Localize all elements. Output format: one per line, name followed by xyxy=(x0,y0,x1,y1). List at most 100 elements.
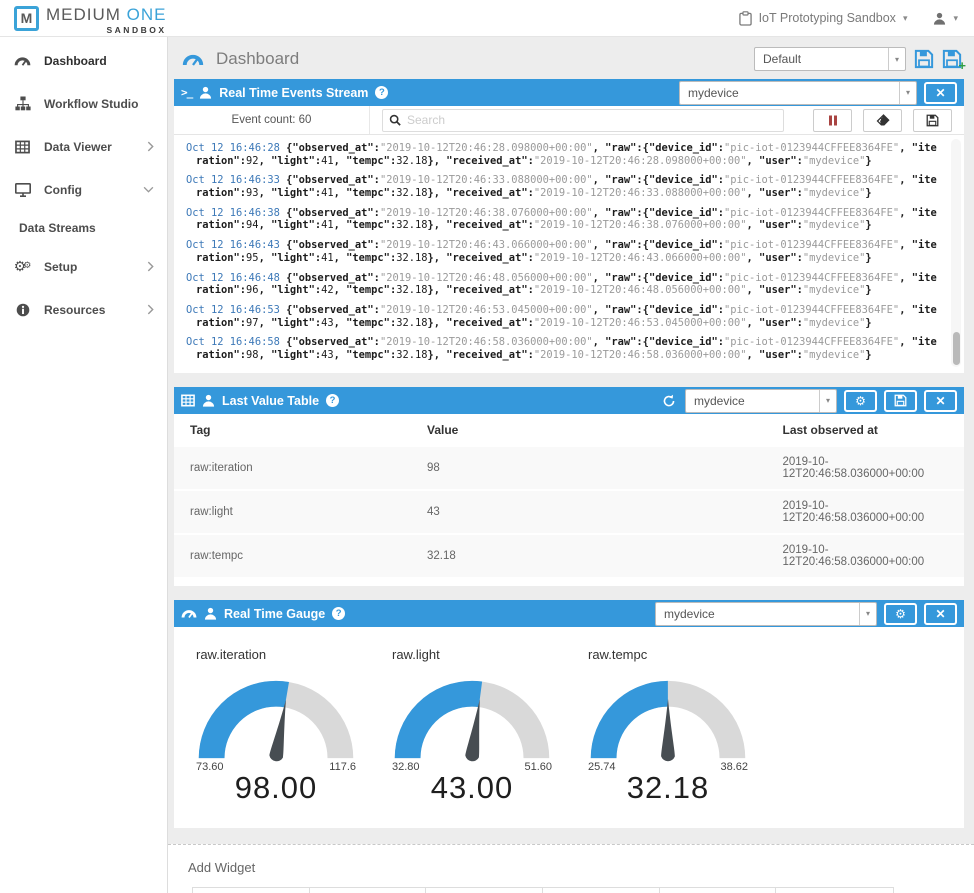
column-header: Tag xyxy=(190,423,211,437)
log-entry: Oct 12 16:46:38 {"observed_at":"2019-10-… xyxy=(186,206,937,232)
sidebar-item-data-viewer[interactable]: Data Viewer xyxy=(0,125,167,168)
table-row: raw:light 43 2019-10-12T20:46:58.036000+00… xyxy=(174,489,964,534)
table-icon xyxy=(13,140,32,154)
log-entry: Oct 12 16:46:33 {"observed_at":"2019-10-… xyxy=(186,174,937,200)
gauge-max: 51.60 xyxy=(524,761,552,773)
last-value-header: Last Value Table ? mydevice ▾ ⚙ ✕ xyxy=(174,387,964,414)
search-input[interactable] xyxy=(407,113,777,127)
last-observed-cell: 2019-10-12T20:46:58.036000+00:00 xyxy=(766,489,964,534)
sidebar-item-config[interactable]: Config xyxy=(0,168,167,211)
refresh-icon[interactable] xyxy=(662,394,676,408)
gauge-device-select[interactable]: mydevice ▾ xyxy=(655,601,877,626)
add-widget-section: Add Widget Grouped UsersLine ChartGroupe… xyxy=(168,844,974,893)
sidebar-item-setup[interactable]: ⚙ ⚙ Setup xyxy=(0,245,167,288)
logo-medium: MEDIUM xyxy=(46,4,127,24)
sidebar-item-dashboard[interactable]: Dashboard xyxy=(0,39,167,82)
close-panel-button[interactable]: ✕ xyxy=(924,602,957,625)
help-icon[interactable]: ? xyxy=(326,394,340,407)
last-value-device-select[interactable]: mydevice ▾ xyxy=(685,388,837,413)
page-title: Dashboard xyxy=(216,49,300,68)
dashboard-preset-select[interactable]: Default ▾ xyxy=(754,47,906,71)
widget-tile-grouped-users-line-chart[interactable]: Grouped UsersLine Chart xyxy=(193,888,310,893)
log-entry: Oct 12 16:46:43 {"observed_at":"2019-10-… xyxy=(186,239,937,264)
chevron-down-icon: ▾ xyxy=(888,48,905,70)
last-observed-cell: 2019-10-12T20:46:58.036000+00:00 xyxy=(766,533,964,577)
workspace-selector[interactable]: IoT Prototyping Sandbox ▾ xyxy=(738,10,908,26)
panel-title: Last Value Table xyxy=(222,393,320,408)
logo-m-icon: M xyxy=(14,5,39,31)
chevron-down-icon: ▾ xyxy=(902,12,908,23)
gauge-panel: Real Time Gauge ? mydevice ▾ ⚙ ✕ raw.ite… xyxy=(174,600,964,828)
terminal-icon: >_ xyxy=(181,86,193,99)
event-count: Event count: 60 xyxy=(174,106,370,134)
panel-title: Real Time Events Stream xyxy=(219,85,369,100)
close-panel-button[interactable]: ✕ xyxy=(924,389,957,412)
sidebar-item-workflow-studio[interactable]: Workflow Studio xyxy=(0,82,167,125)
sidebar: Dashboard Workflow Studio Data Viewer Confi… xyxy=(0,37,168,893)
widget-tile-grouped-users-geopoint-chart[interactable]: Grouped UsersGeoPoint Chart xyxy=(543,888,660,893)
events-search xyxy=(382,108,784,132)
save-stream-button[interactable] xyxy=(913,108,952,132)
last-value-table: Tag Value Last observed at raw:iteration 98… xyxy=(174,414,964,577)
chevron-right-icon xyxy=(147,304,154,315)
gauge-value: 98.00 xyxy=(234,770,318,805)
widget-tile-single-user-line-chart[interactable]: Single UserLine Chart xyxy=(660,888,777,893)
table-row: raw:iteration 98 2019-10-12T20:46:58.03600… xyxy=(174,445,964,490)
help-icon[interactable]: ? xyxy=(332,607,346,620)
user-menu[interactable]: ▾ xyxy=(933,12,958,25)
help-icon[interactable]: ? xyxy=(375,86,389,99)
save-icon xyxy=(894,394,907,407)
medium-one-logo: M MEDIUM ONE SANDBOX xyxy=(14,2,167,35)
gauge-value: 43.00 xyxy=(430,770,514,805)
gauge-body: raw.iteration 73.60 117.6 98.00 raw.light 32.… xyxy=(174,627,964,828)
sidebar-item-label: Resources xyxy=(44,302,106,317)
chevron-down-icon: ▾ xyxy=(899,81,916,104)
user-icon xyxy=(202,394,215,407)
sidebar-item-label: Setup xyxy=(44,259,78,274)
page-header: Dashboard Default ▾ + xyxy=(174,37,966,79)
topbar-right: IoT Prototyping Sandbox ▾ ▾ xyxy=(738,10,958,26)
close-panel-button[interactable]: ✕ xyxy=(924,81,957,104)
scrollbar-thumb[interactable] xyxy=(952,332,960,365)
pause-icon xyxy=(828,115,837,125)
sidebar-item-data-streams[interactable]: Data Streams xyxy=(0,211,167,245)
gauge-label: raw.tempc xyxy=(588,647,648,662)
pause-stream-button[interactable] xyxy=(813,108,852,132)
settings-button[interactable]: ⚙ xyxy=(884,602,917,625)
settings-button[interactable]: ⚙ xyxy=(844,389,877,412)
panel-title: Real Time Gauge xyxy=(224,606,326,621)
save-dashboard-button[interactable] xyxy=(914,49,934,69)
events-device-select[interactable]: mydevice ▾ xyxy=(679,80,917,105)
topbar: M MEDIUM ONE SANDBOX IoT Prototyping San… xyxy=(0,0,974,37)
tag-cell: raw:light xyxy=(174,489,411,534)
log-entry: Oct 12 16:46:48 {"observed_at":"2019-10-… xyxy=(186,271,937,297)
user-icon xyxy=(204,607,217,620)
save-as-new-dashboard-button[interactable]: + xyxy=(942,49,966,73)
widget-tile-grouped-users-pie-chart[interactable]: Grouped UsersPie Chart xyxy=(310,888,427,893)
gauge-header: Real Time Gauge ? mydevice ▾ ⚙ ✕ xyxy=(174,600,964,627)
gauge-raw-iteration: raw.iteration 73.60 117.6 98.00 xyxy=(190,645,386,806)
chevron-right-icon xyxy=(147,261,154,272)
eraser-icon xyxy=(876,114,890,126)
events-log: Oct 12 16:46:28 {"observed_at":"2019-10-… xyxy=(174,135,964,373)
info-icon xyxy=(13,303,32,317)
widget-tile-single-user-cross-filter-chart[interactable]: Single UserCross Filter Chart xyxy=(776,888,893,893)
clipboard-icon xyxy=(738,10,752,26)
clear-stream-button[interactable] xyxy=(863,108,902,132)
workspace-label: IoT Prototyping Sandbox xyxy=(758,11,896,25)
gauge-raw-tempc: raw.tempc 25.74 38.62 32.18 xyxy=(582,645,778,806)
events-scrollbar[interactable] xyxy=(951,139,961,367)
column-header: Last observed at xyxy=(782,423,878,437)
gauge-raw-light: raw.light 32.80 51.60 43.00 xyxy=(386,645,582,806)
save-widget-button[interactable] xyxy=(884,389,917,412)
sidebar-item-resources[interactable]: Resources xyxy=(0,288,167,331)
widget-tile-grouped-users-bar-chart[interactable]: Grouped UsersBar Chart xyxy=(426,888,544,893)
gauge-dial xyxy=(590,680,746,762)
sidebar-item-label: Data Viewer xyxy=(44,139,112,154)
user-icon xyxy=(199,86,212,99)
value-cell: 32.18 xyxy=(411,533,767,577)
table-icon xyxy=(181,394,195,407)
log-entry: Oct 12 16:46:28 {"observed_at":"2019-10-… xyxy=(186,142,937,167)
events-stream-header: >_ Real Time Events Stream ? mydevice ▾ … xyxy=(174,79,964,106)
preset-value: Default xyxy=(763,52,802,66)
